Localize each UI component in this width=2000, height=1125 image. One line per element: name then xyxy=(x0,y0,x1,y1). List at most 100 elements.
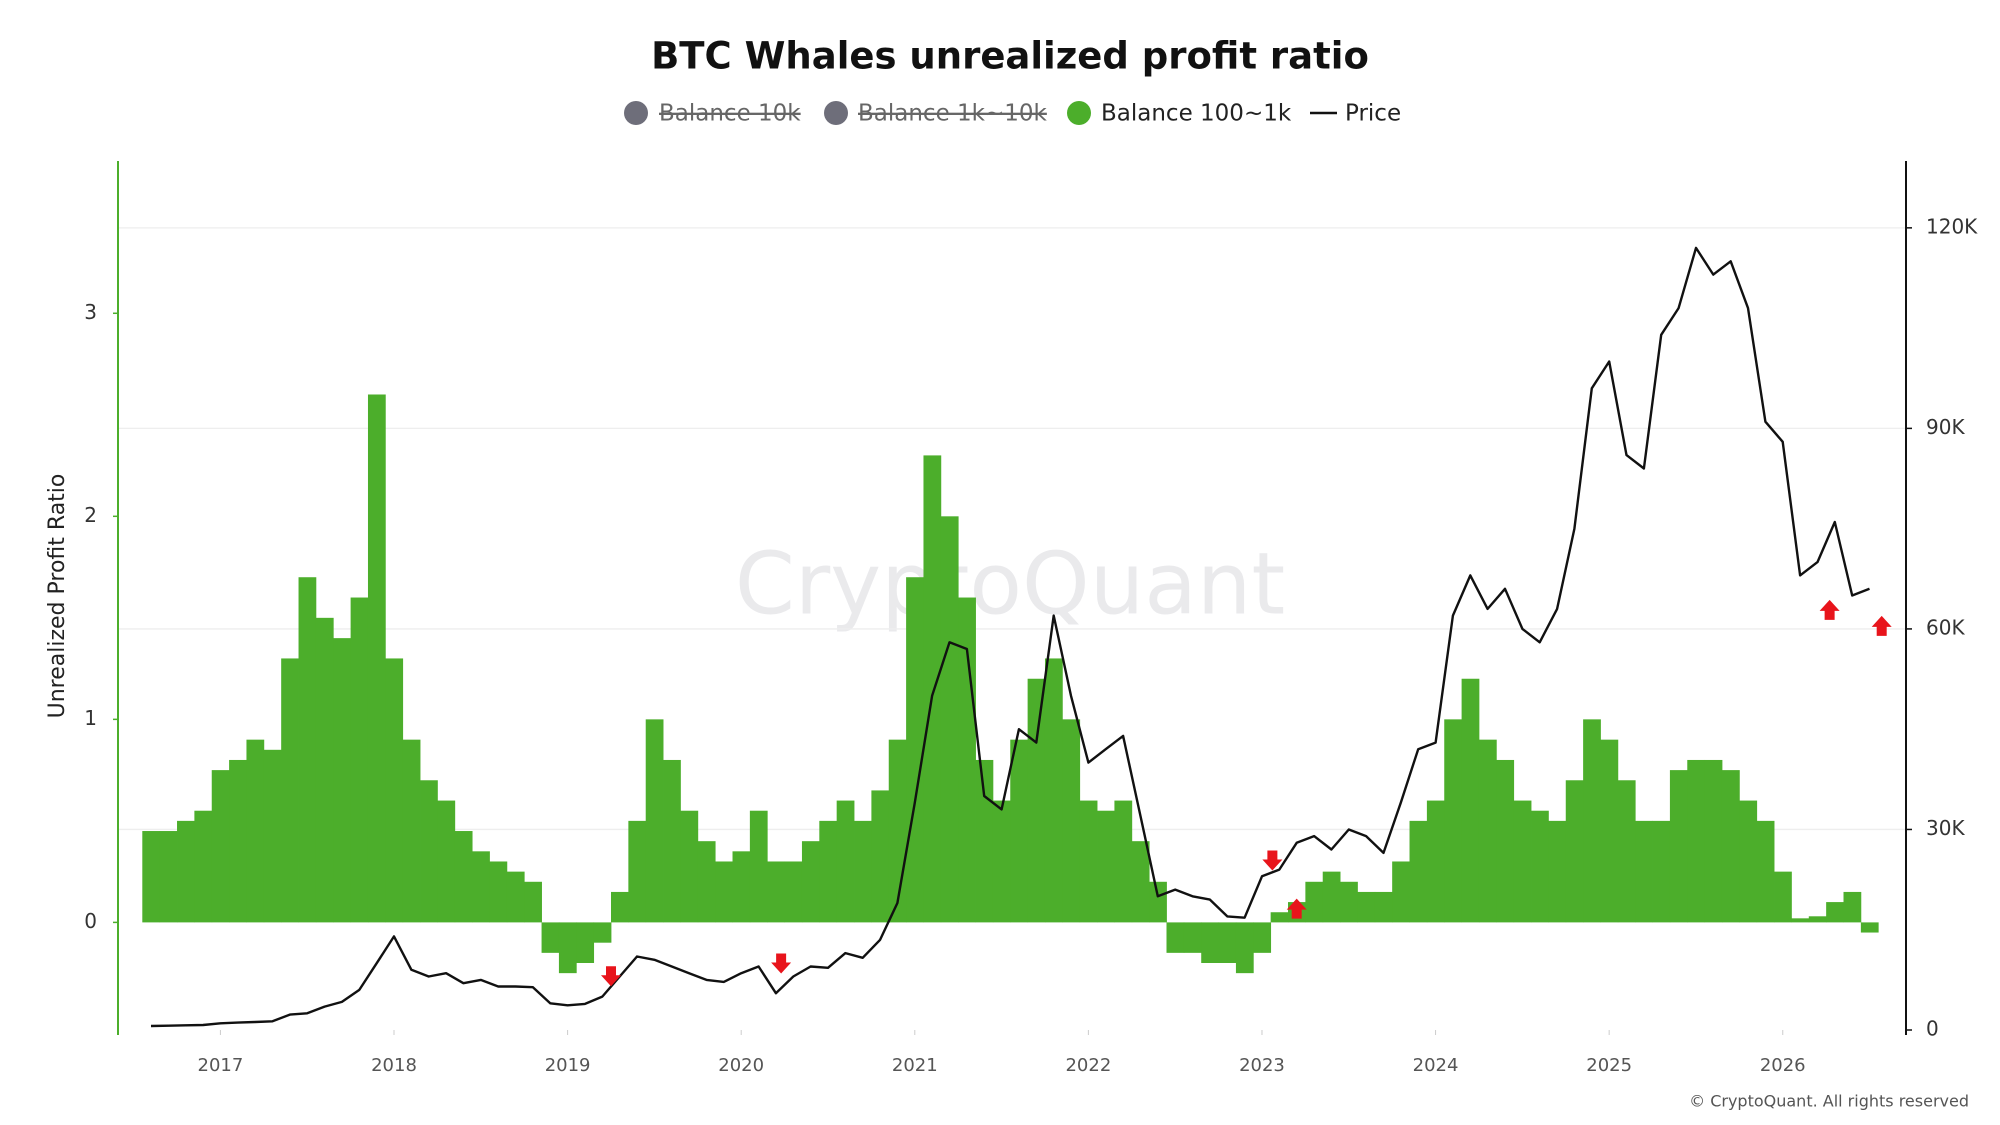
y-axis-label: Unrealized Profit Ratio xyxy=(45,474,70,719)
bar xyxy=(1531,810,1549,923)
bar xyxy=(1218,922,1237,963)
bar xyxy=(715,861,733,923)
bar xyxy=(1704,759,1723,923)
bar xyxy=(1478,739,1497,923)
legend-label: Balance 100~1k xyxy=(1101,101,1292,127)
y2-tick-label: 0 xyxy=(1926,1017,1939,1041)
bar xyxy=(593,922,612,943)
chart-title: BTC Whales unrealized profit ratio xyxy=(651,35,1369,78)
bar xyxy=(1791,918,1810,923)
bar xyxy=(1079,800,1098,923)
bar xyxy=(142,831,161,923)
x-tick-label: 2017 xyxy=(198,1055,244,1076)
bar xyxy=(1513,800,1532,923)
price-line xyxy=(150,246,1870,1028)
bar xyxy=(1808,916,1827,923)
bar xyxy=(229,759,247,923)
arrow xyxy=(771,953,792,974)
bar xyxy=(1044,658,1063,923)
bar xyxy=(836,800,855,923)
bar xyxy=(194,810,213,923)
bar xyxy=(1374,891,1393,923)
x-tick-label: 2018 xyxy=(371,1055,417,1076)
bar xyxy=(1322,871,1341,923)
y-tick-label: 2 xyxy=(84,503,97,527)
x-tick-label: 2023 xyxy=(1239,1055,1285,1076)
legend-item[interactable]: Balance 1k~10k xyxy=(824,101,1048,127)
bar xyxy=(1496,759,1515,923)
bar xyxy=(1444,719,1463,923)
x-tick-label: 2024 xyxy=(1413,1055,1459,1076)
bar xyxy=(680,810,699,923)
arrow xyxy=(1286,898,1307,919)
x-tick-label: 2026 xyxy=(1760,1055,1806,1076)
legend-label: Balance 1k~10k xyxy=(858,101,1048,127)
bar xyxy=(1166,922,1185,953)
y-tick-label: 3 xyxy=(84,300,97,324)
y2-tick-label: 60K xyxy=(1926,615,1965,639)
bar xyxy=(385,658,404,923)
bar xyxy=(663,759,681,923)
bar xyxy=(1062,719,1081,923)
bar xyxy=(1027,678,1046,923)
legend-item[interactable]: Balance 100~1k xyxy=(1067,101,1292,127)
bar xyxy=(315,617,334,923)
watermark: CryptoQuant xyxy=(735,534,1285,634)
bar xyxy=(1687,759,1706,923)
bar xyxy=(1617,780,1636,923)
legend-swatch xyxy=(824,101,848,125)
bar xyxy=(854,820,872,923)
bar xyxy=(923,455,942,923)
x-tick-label: 2025 xyxy=(1586,1055,1632,1076)
y2-tick-label: 30K xyxy=(1926,816,1965,840)
bar xyxy=(576,922,595,963)
bar xyxy=(1426,800,1445,923)
bar xyxy=(1721,770,1740,923)
bar xyxy=(940,516,959,923)
bar xyxy=(159,831,178,923)
bar xyxy=(263,749,282,923)
bar xyxy=(1149,881,1167,923)
bar xyxy=(1270,912,1289,923)
bar xyxy=(558,922,577,974)
bar xyxy=(1183,922,1202,953)
bar xyxy=(506,871,525,923)
y2-tick-label: 120K xyxy=(1926,214,1978,238)
legend-item[interactable]: Balance 10k xyxy=(624,101,801,127)
bar xyxy=(1565,780,1584,923)
bar xyxy=(454,831,473,923)
bar xyxy=(801,841,820,923)
bar xyxy=(1131,841,1150,923)
bar xyxy=(1114,800,1133,923)
bar xyxy=(1826,902,1844,923)
arrow xyxy=(1871,615,1892,636)
bar xyxy=(611,891,629,923)
bar xyxy=(1409,820,1428,923)
credit: © CryptoQuant. All rights reserved xyxy=(1689,1092,1969,1111)
legend-label: Balance 10k xyxy=(659,101,801,127)
bar xyxy=(628,820,647,923)
bar xyxy=(1340,881,1358,923)
y-tick-label: 1 xyxy=(84,706,97,730)
x-tick-label: 2020 xyxy=(718,1055,764,1076)
bar xyxy=(1201,922,1219,963)
bar xyxy=(697,841,716,923)
legend-item[interactable]: Price xyxy=(1310,101,1401,127)
bar xyxy=(367,394,386,923)
bar xyxy=(1548,820,1567,923)
arrow xyxy=(1262,850,1283,871)
bar xyxy=(1305,881,1324,923)
bar xyxy=(645,719,664,923)
bar xyxy=(246,739,265,923)
bar xyxy=(1739,800,1758,923)
bar xyxy=(489,861,508,923)
bar xyxy=(1583,719,1601,923)
bar xyxy=(1635,820,1653,923)
bar xyxy=(437,800,456,923)
bar xyxy=(1461,678,1480,923)
bar xyxy=(1860,922,1879,933)
bar xyxy=(1357,891,1376,923)
x-tick-label: 2022 xyxy=(1065,1055,1111,1076)
legend-swatch xyxy=(1067,101,1091,125)
